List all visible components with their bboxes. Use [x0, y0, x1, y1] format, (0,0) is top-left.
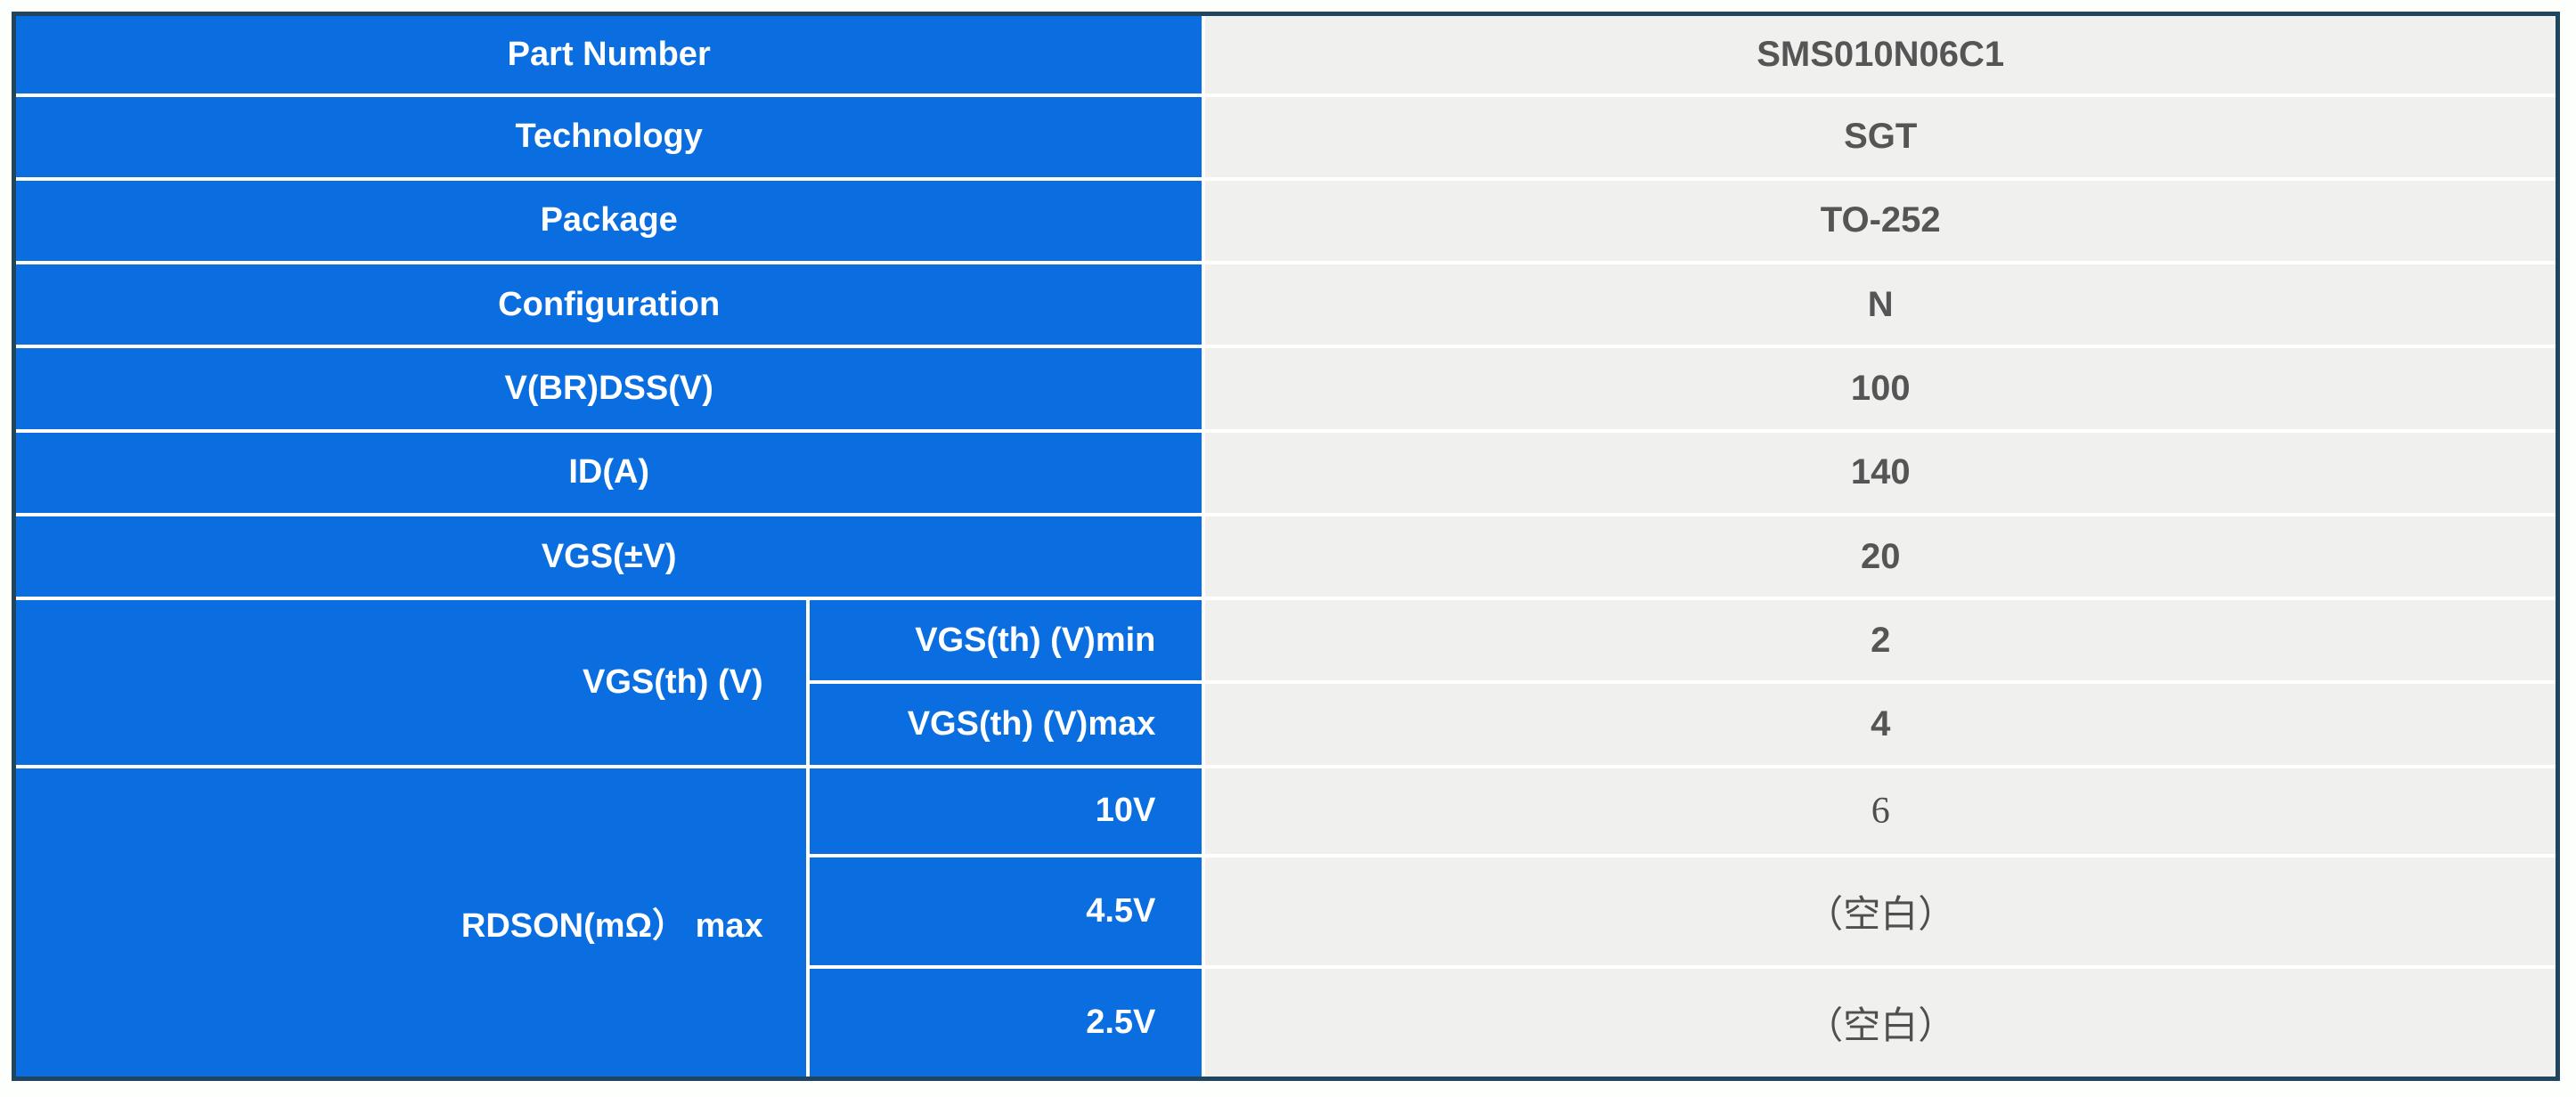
sub-label-vgsth-min: VGS(th) (V)min [805, 597, 1202, 681]
sub-label-rdson-4v5: 4.5V [805, 853, 1202, 965]
table-row: Technology SGT [16, 93, 2556, 177]
row-value-part-number: SMS010N06C1 [1202, 16, 2556, 93]
sub-label-rdson-10v: 10V [805, 764, 1202, 854]
row-value-vbrdss: 100 [1202, 345, 2556, 429]
row-value-configuration: N [1202, 261, 2556, 345]
table-row: Configuration N [16, 261, 2556, 345]
row-value-rdson-2v5: （空白） [1202, 964, 2556, 1077]
table-row: ID(A) 140 [16, 428, 2556, 513]
row-label-id: ID(A) [16, 428, 1202, 513]
sub-label-vgsth-max: VGS(th) (V)max [805, 680, 1202, 765]
row-value-vgsth-max: 4 [1202, 680, 2556, 765]
row-label-vgs: VGS(±V) [16, 512, 1202, 597]
table-row: V(BR)DSS(V) 100 [16, 345, 2556, 429]
group-label-rdson: RDSON(mΩ） max [16, 764, 806, 1077]
row-value-technology: SGT [1202, 93, 2556, 177]
table-row: 4.5V （空白） [16, 853, 2556, 965]
row-label-package: Package [16, 176, 1202, 262]
table-row: VGS(th) (V) VGS(th) (V)min 2 [16, 597, 2556, 765]
table-row: Package TO-252 [16, 176, 2556, 262]
row-value-rdson-10v: 6 [1202, 764, 2556, 854]
table-row: VGS(±V) 20 [16, 512, 2556, 597]
row-label-configuration: Configuration [16, 261, 1202, 345]
table-row: Part Number SMS010N06C1 [16, 16, 2556, 93]
group-label-vgsth: VGS(th) (V) [16, 597, 806, 765]
row-value-id: 140 [1202, 428, 2556, 513]
spec-table: Part Number SMS010N06C1 Technology SGT P… [12, 12, 2560, 1081]
row-value-rdson-4v5: （空白） [1202, 853, 2556, 965]
row-label-part-number: Part Number [16, 16, 1202, 93]
row-value-vgs: 20 [1202, 512, 2556, 597]
table-row: RDSON(mΩ） max 10V 6 [16, 764, 2556, 1077]
row-label-vbrdss: V(BR)DSS(V) [16, 345, 1202, 429]
row-label-technology: Technology [16, 93, 1202, 177]
table-row: VGS(th) (V)max 4 [16, 680, 2556, 765]
row-value-package: TO-252 [1202, 176, 2556, 262]
row-value-vgsth-min: 2 [1202, 597, 2556, 681]
sub-label-rdson-2v5: 2.5V [805, 964, 1202, 1077]
table-row: 2.5V （空白） [16, 964, 2556, 1077]
